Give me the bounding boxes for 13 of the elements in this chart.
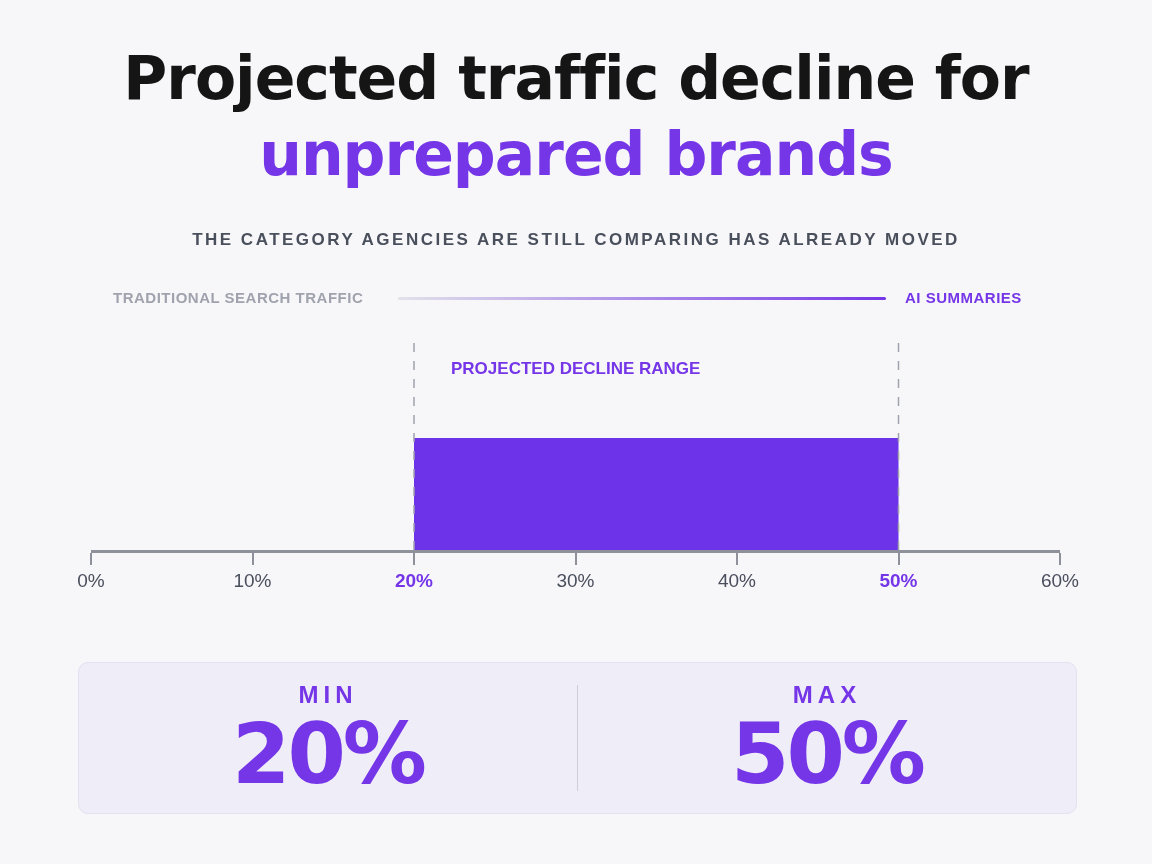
summary-card: MIN 20% MAX 50% [78,662,1077,814]
x-tick-label: 60% [1040,570,1080,592]
text: AI SUMMARIES [905,289,1022,306]
x-tick-label: 50% [879,570,918,592]
x-tick-label: 20% [394,570,434,592]
chart-subtitle: THE CATEGORY AGENCIES ARE STILL COMPARING HAS ALREADY MOVED [191,230,961,250]
x-tick-label: 40% [717,570,757,592]
text: TRADITIONAL SEARCH TRAFFIC [113,289,364,306]
x-tick-label: 10% [233,570,272,592]
chart-title: Projected traffic decline for unprepared brands [122,42,1031,191]
x-tick-label: 30% [556,570,595,592]
annotation: PROJECTED DECLINE RANGE [451,359,701,378]
x-tick-label: 0% [77,570,105,592]
